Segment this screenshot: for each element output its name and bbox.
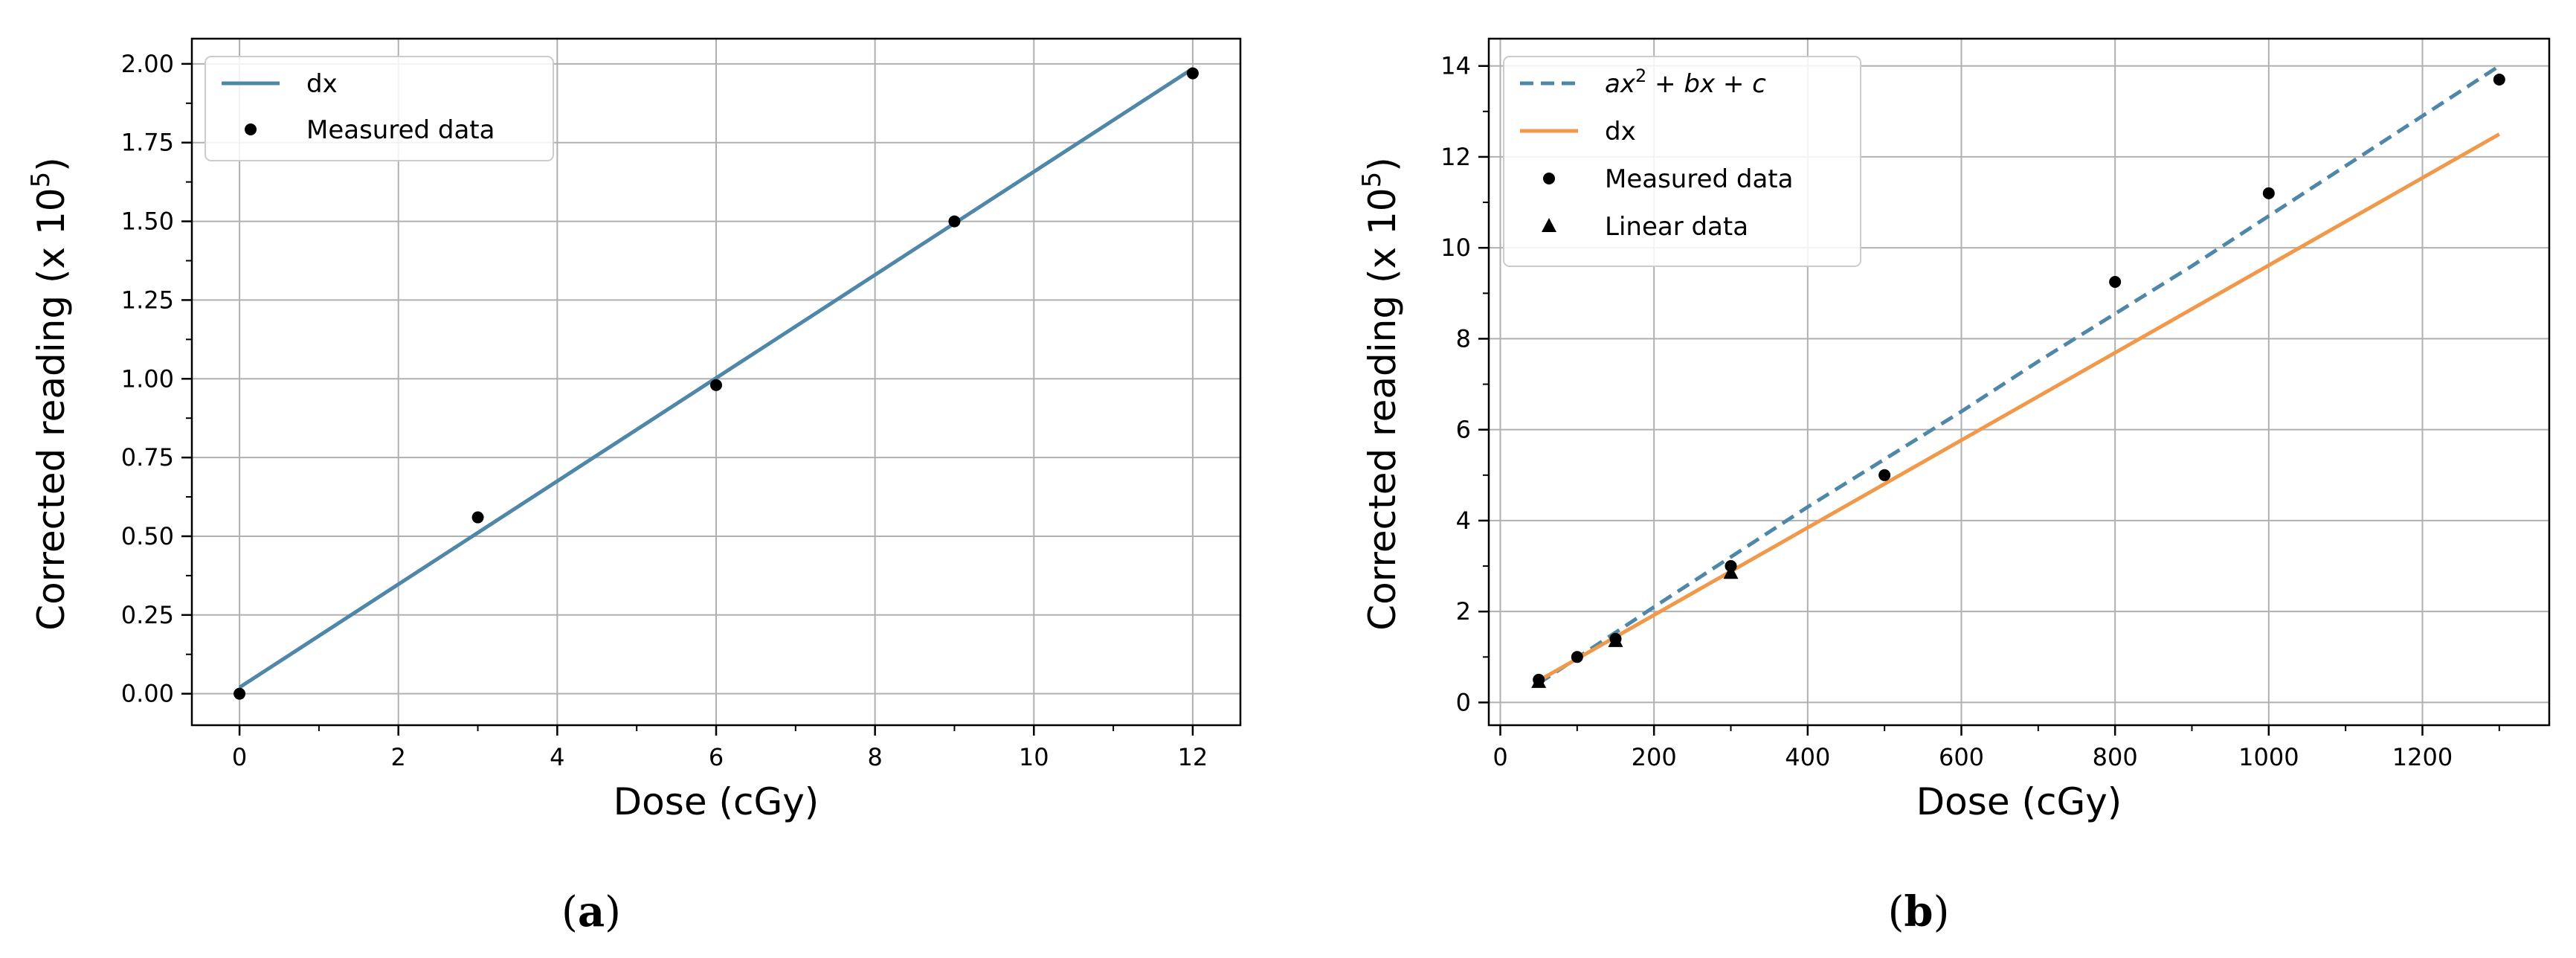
panel-a-x-axis-label: Dose (cGy) [614, 780, 820, 823]
panel-a-grid [192, 39, 1240, 725]
panel-a-data [234, 67, 1199, 700]
panel-b-data [1531, 64, 2505, 688]
series-measured-data-point [2262, 187, 2275, 199]
series-measured-data-point [1878, 469, 1891, 481]
legend-label: Measured data [306, 115, 495, 145]
series-measured-data-point [710, 379, 722, 391]
series-measured-data-point [2109, 276, 2122, 289]
legend-label: dx [1605, 117, 1636, 147]
series-measured-data-point [234, 687, 246, 700]
series-measured-data-point [948, 215, 961, 228]
x-tick-label: 12 [1178, 743, 1208, 771]
y-tick-label: 14 [1440, 52, 1471, 80]
legend-item: Measured data [245, 115, 495, 145]
panel-a-y-axis-label: Corrected reading (x 105) [26, 157, 73, 630]
y-tick-label: 1.00 [121, 364, 174, 393]
panel-b-caption: (b) [1888, 887, 1950, 936]
panel-b: 0 200 400 600 800 1000 1200 0 2 4 6 8 10 12 14 Dose (cG… [1357, 37, 2551, 936]
y-tick-label: 1.50 [121, 208, 174, 236]
y-tick-label: 0.50 [121, 522, 174, 550]
legend-item: ax2 + bx + c [1520, 65, 1766, 99]
series-dx-line [1537, 132, 2501, 683]
y-tick-label: 8 [1456, 324, 1471, 353]
series-ax-bx-c-line [1537, 64, 2501, 685]
legend-item: Measured data [1543, 164, 1793, 194]
y-tick-label: 6 [1456, 416, 1471, 444]
y-axis-label-exponent: 5 [26, 172, 56, 188]
legend-swatch-marker [245, 123, 257, 135]
panel-b-y-axis-label: Corrected reading (x 105) [1357, 157, 1404, 630]
legend-label: dx [306, 69, 338, 99]
y-tick-label: 0.25 [121, 601, 174, 629]
series-measured-data-point [471, 511, 484, 524]
x-tick-label: 10 [1019, 743, 1049, 771]
series-linear-data-point [1531, 673, 1547, 688]
legend-label: Linear data [1605, 212, 1748, 242]
legend-frame [1503, 56, 1861, 267]
panel-b-axes-frame [1487, 37, 2551, 727]
x-tick-label: 8 [867, 743, 882, 771]
x-tick-label: 1000 [2238, 743, 2299, 771]
panel-b-x-axis-label: Dose (cGy) [1916, 780, 2122, 823]
x-tick-label: 4 [550, 743, 564, 771]
x-tick-label: 600 [1939, 743, 1984, 771]
legend-frame [205, 56, 554, 161]
x-tick-label: 6 [709, 743, 724, 771]
series-measured-data-point [1186, 67, 1199, 80]
series-linear-data-point [1608, 632, 1623, 647]
y-tick-label: 12 [1440, 143, 1471, 171]
series-dx-line [238, 67, 1194, 689]
x-tick-label: 2 [391, 743, 406, 771]
y-tick-label: 10 [1440, 234, 1471, 262]
y-axis-label-exponent: 5 [1357, 172, 1387, 188]
legend-label: Measured data [1605, 164, 1793, 194]
x-tick-label: 400 [1785, 743, 1830, 771]
x-tick-label: 0 [232, 743, 247, 771]
legend-item: Linear data [1542, 212, 1748, 242]
panel-a-legend: dx Measured data [205, 56, 554, 161]
panel-a: 0 2 4 6 8 10 12 0.00 0.25 0.50 0.75 1.00 1.25 1.50 1.7… [26, 37, 1242, 936]
x-tick-label: 0 [1493, 743, 1507, 771]
y-tick-label: 0 [1456, 688, 1471, 716]
legend-label: ax2 + bx + c [1605, 65, 1766, 99]
series-measured-data-point [2493, 74, 2505, 86]
y-tick-label: 1.75 [121, 129, 174, 157]
legend-swatch-marker [1542, 218, 1556, 232]
series-linear-data-point [1723, 565, 1739, 579]
panel-b-legend: ax2 + bx + c dx Measured data Linear data [1503, 56, 1861, 267]
legend-swatch-marker [1543, 173, 1555, 184]
series-measured-data-point [1571, 651, 1583, 663]
x-tick-label: 800 [2093, 743, 2138, 771]
legend-item: dx [222, 69, 338, 99]
legend-item: dx [1520, 117, 1636, 147]
panel-a-caption: (a) [561, 887, 621, 936]
y-tick-label: 2.00 [121, 50, 174, 78]
y-tick-label: 2 [1456, 597, 1471, 626]
y-tick-label: 0.00 [121, 680, 174, 708]
x-tick-label: 1200 [2392, 743, 2453, 771]
y-tick-label: 4 [1456, 507, 1471, 535]
y-tick-label: 0.75 [121, 443, 174, 472]
x-tick-label: 200 [1632, 743, 1677, 771]
y-tick-label: 1.25 [121, 286, 174, 314]
